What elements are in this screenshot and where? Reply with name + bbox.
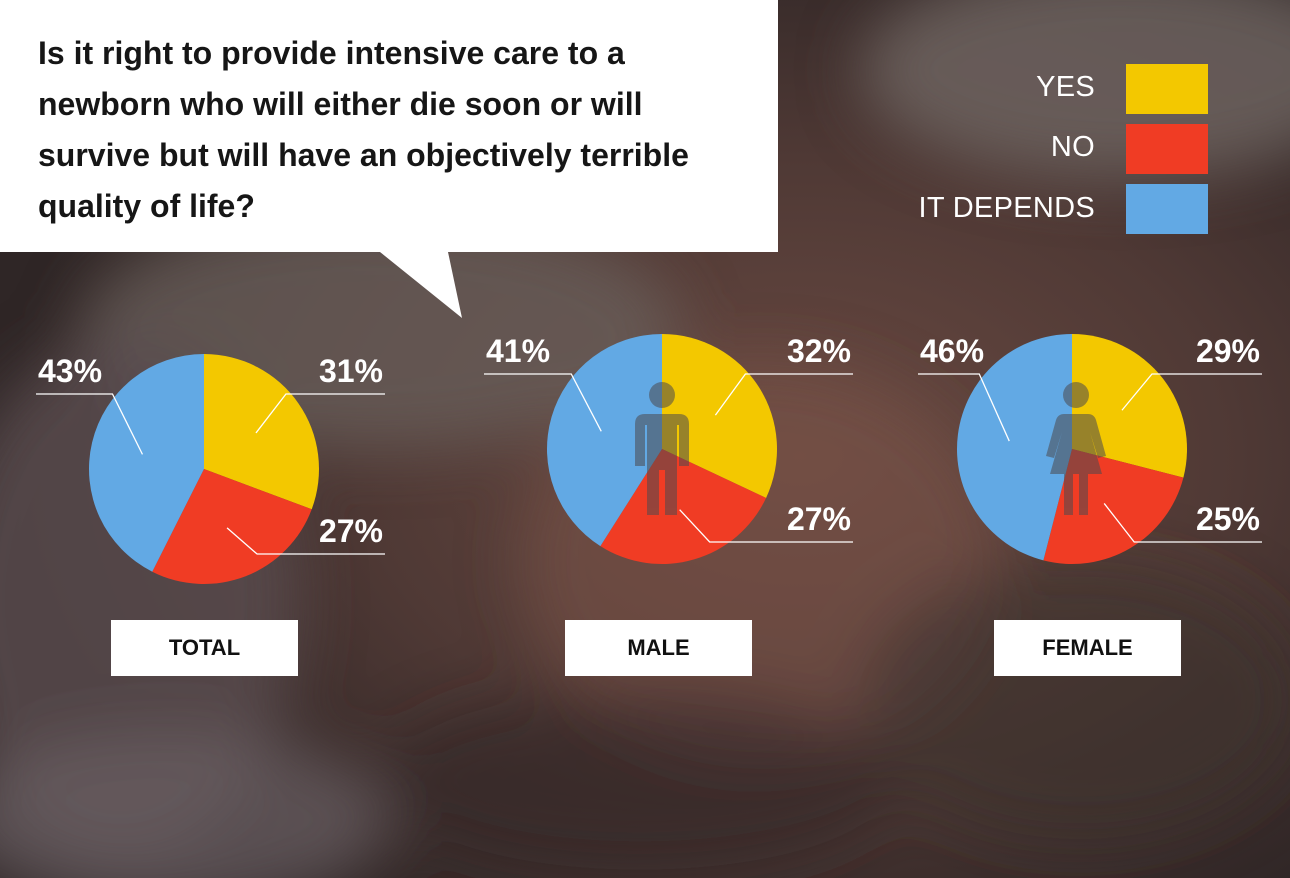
slice-label-it-depends: 41% (486, 333, 550, 369)
legend-swatch-no (1126, 124, 1208, 174)
leader-line-yes (255, 393, 385, 434)
slice-label-no: 25% (1196, 501, 1260, 537)
male-person-icon (635, 382, 689, 515)
legend-label-no: NO (1050, 131, 1095, 163)
leader-line-it-depends (36, 393, 144, 455)
leader-line-yes (1121, 373, 1262, 411)
slice-label-no: 27% (787, 501, 851, 537)
pie-chart-total: 31% 27% 43% (36, 353, 385, 584)
group-label-total: TOTAL (111, 620, 298, 676)
leader-line-no (679, 509, 853, 543)
group-label-male: MALE (565, 620, 752, 676)
group-label-female: FEMALE (994, 620, 1181, 676)
question-text: Is it right to provide intensive care to… (38, 35, 689, 224)
leader-line-no (226, 527, 385, 555)
pie-slice-no (1043, 449, 1184, 564)
pie-slice-no (152, 469, 312, 584)
legend-label-it-depends: IT DEPENDS (918, 192, 1095, 224)
legend-swatch-yes (1126, 64, 1208, 114)
slice-label-yes: 32% (787, 333, 851, 369)
slice-label-yes: 29% (1196, 333, 1260, 369)
pie-slice-no (600, 449, 767, 564)
pie-slice-yes (662, 334, 777, 498)
legend-swatch-it-depends (1126, 184, 1208, 234)
slice-label-it-depends: 46% (920, 333, 984, 369)
pie-slice-it-depends (546, 333, 662, 547)
pie-slice-it-depends (956, 333, 1072, 561)
female-person-icon (1046, 382, 1106, 515)
leader-line-no (1103, 503, 1262, 543)
pie-slice-it-depends (88, 354, 204, 572)
slice-label-yes: 31% (319, 353, 383, 389)
leader-line-it-depends (484, 373, 602, 432)
leader-line-it-depends (918, 373, 1010, 442)
slice-label-no: 27% (319, 513, 383, 549)
slice-label-it-depends: 43% (38, 353, 102, 389)
leader-line-yes (714, 373, 853, 416)
legend-label-yes: YES (1036, 71, 1095, 103)
pie-chart-male: 32% 27% 41% (484, 333, 853, 564)
pie-slice-yes (204, 354, 320, 510)
